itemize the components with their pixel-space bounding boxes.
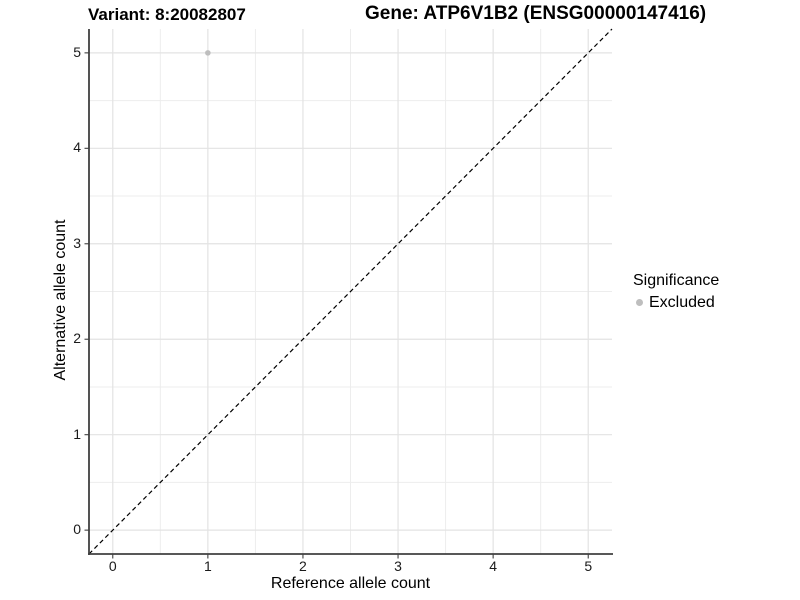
x-tick-label: 2 [299, 558, 307, 574]
y-tick-label: 5 [73, 43, 81, 60]
x-tick-label: 0 [108, 558, 117, 574]
x-tick-label: 4 [489, 558, 498, 574]
x-tick-label: 5 [584, 558, 593, 574]
x-tick-label: 1 [203, 558, 212, 574]
y-tick-label: 1 [73, 425, 81, 442]
identity-line [88, 28, 613, 555]
y-tick-label: 3 [73, 234, 81, 251]
variant-title: Variant: 8:20082807 [88, 5, 246, 24]
legend-entry: Excluded [633, 293, 719, 312]
legend-entry-label: Excluded [649, 294, 715, 311]
y-tick-label: 0 [73, 521, 81, 538]
gene-title: Gene: ATP6V1B2 (ENSG00000147416) [365, 3, 707, 24]
y-tick-label: 4 [73, 139, 81, 156]
y-tick-label: 2 [73, 330, 81, 347]
data-point [205, 50, 211, 56]
legend-title: Significance [633, 272, 720, 289]
legend: Significance Excluded [633, 271, 719, 312]
x-axis-title: Reference allele count [270, 575, 431, 592]
legend-point-icon [636, 299, 643, 306]
x-tick-label: 3 [394, 558, 402, 574]
